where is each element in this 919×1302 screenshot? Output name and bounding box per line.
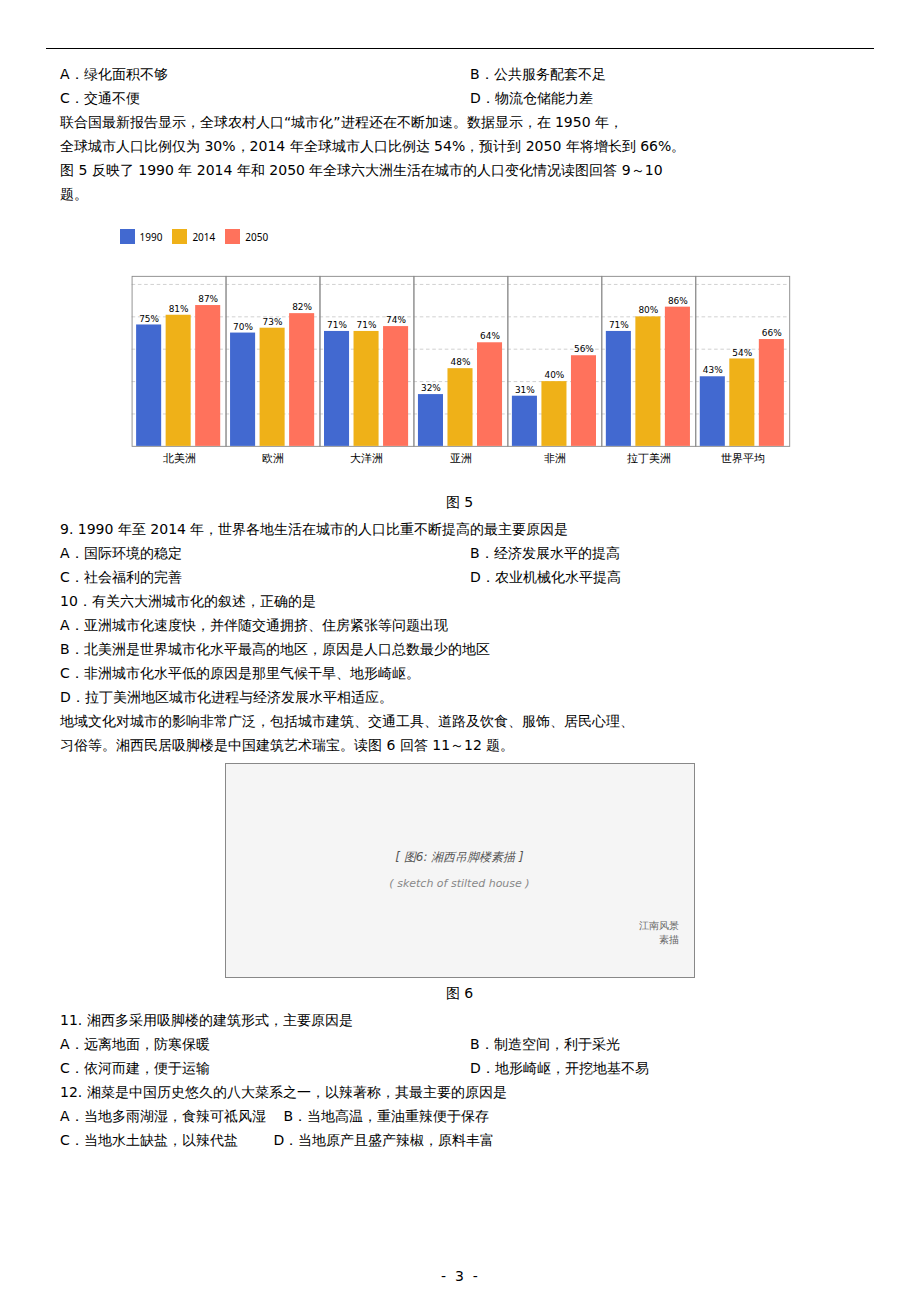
html-text:12. 湘菜是中国历史悠久的八大菜系之一，以辣著称，其最主要: 12. 湘菜是中国历史悠久的八大菜系之一，以辣著称，其最主要的原因是 (60, 1083, 507, 1100)
svg-text:非洲: 非洲 (543, 452, 565, 465)
html-text:B．公共服务配套不足: B．公共服务配套不足 (470, 66, 606, 82)
html-text:11. 湘西多采用吸脚楼的建筑形式，主要原因是: 11. 湘西多采用吸脚楼的建筑形式，主要原因是 (60, 1011, 353, 1028)
svg-text:81%: 81% (168, 304, 188, 314)
svg-text:北美洲: 北美洲 (162, 452, 195, 465)
html-text:[ 图6: 湘西吊脚楼素描 ]: [ 图6: 湘西吊脚楼素描 ] (395, 849, 524, 864)
html-text:2050: 2050 (245, 229, 269, 244)
html-text:习俗等。湘西民居吸脚楼是中国建筑艺术瑞宝。读图 6 回答 1: 习俗等。湘西民居吸脚楼是中国建筑艺术瑞宝。读图 6 回答 11～12 题。 (60, 736, 515, 753)
html-text:C．交通不便: C．交通不便 (60, 90, 140, 106)
html-text:B．经济发展水平的提高: B．经济发展水平的提高 (470, 544, 620, 561)
html-text:1990: 1990 (139, 229, 163, 244)
svg-text:世界平均: 世界平均 (720, 452, 764, 465)
svg-text:71%: 71% (327, 320, 347, 330)
svg-text:82%: 82% (292, 302, 312, 312)
svg-text:亚洲: 亚洲 (449, 452, 471, 465)
html-text:10．有关六大洲城市化的叙述，正确的是: 10．有关六大洲城市化的叙述，正确的是 (60, 592, 316, 609)
svg-text:70%: 70% (233, 322, 253, 332)
svg-text:40%: 40% (544, 370, 564, 380)
svg-text:欧洲: 欧洲 (262, 452, 284, 465)
html-text:A．当地多雨湖湿，食辣可祗风湿 B．当地高温，重油重辣便于保: A．当地多雨湖湿，食辣可祗风湿 B．当地高温，重油重辣便于保存 (60, 1107, 489, 1124)
html-text:2014: 2014 (192, 229, 216, 244)
svg-text:87%: 87% (198, 294, 218, 304)
html-text:C．社会福利的完善: C．社会福利的完善 (60, 568, 182, 585)
svg-text:73%: 73% (262, 317, 282, 327)
html-text:A．亚洲城市化速度快，并伴随交通拥挤、住房紧张等问题出现: A．亚洲城市化速度快，并伴随交通拥挤、住房紧张等问题出现 (60, 616, 448, 633)
html-text:全球城市人口比例仅为 30%，2014 年全球城市人口比例达: 全球城市人口比例仅为 30%，2014 年全球城市人口比例达 54%，预计到 2… (60, 138, 686, 154)
html-text:C．非洲城市化水平低的原因是那里气候干旱、地形崎岖。: C．非洲城市化水平低的原因是那里气候干旱、地形崎岖。 (60, 664, 420, 681)
html-text:A．绿化面积不够: A．绿化面积不够 (60, 66, 168, 82)
svg-text:66%: 66% (761, 328, 781, 338)
html-text:9. 1990 年至 2014 年，世界各地生活在城市的人口: 9. 1990 年至 2014 年，世界各地生活在城市的人口比重不断提高的最主要… (60, 520, 569, 537)
html-text:D．拉丁美洲地区城市化进程与经济发展水平相适应。: D．拉丁美洲地区城市化进程与经济发展水平相适应。 (60, 688, 393, 705)
svg-text:32%: 32% (420, 383, 440, 393)
svg-text:54%: 54% (732, 348, 752, 358)
html-text:A．国际环境的稳定: A．国际环境的稳定 (60, 544, 182, 561)
html-text:D．地形崎岖，开挖地基不易: D．地形崎岖，开挖地基不易 (470, 1059, 649, 1076)
html-text:D．物流仓储能力差: D．物流仓储能力差 (470, 90, 593, 106)
html-text:联合国最新报告显示，全球农村人口“城市化”进程还在不断加速。: 联合国最新报告显示，全球农村人口“城市化”进程还在不断加速。数据显示，在 195… (60, 114, 623, 130)
html-text:图 5: 图 5 (445, 493, 474, 510)
svg-text:75%: 75% (139, 314, 159, 324)
html-text:D．农业机械化水平提高: D．农业机械化水平提高 (470, 568, 621, 585)
html-text:C．当地水土缺盐，以辣代盐 D．当地原产且盛产辣椒，原料丰富: C．当地水土缺盐，以辣代盐 D．当地原产且盛产辣椒，原料丰富 (60, 1131, 495, 1148)
svg-text:31%: 31% (514, 385, 534, 395)
svg-text:43%: 43% (702, 365, 722, 375)
html-text:题。: 题。 (60, 186, 88, 202)
svg-text:48%: 48% (450, 357, 470, 367)
html-text:图 6: 图 6 (445, 984, 474, 1001)
svg-text:80%: 80% (638, 305, 658, 315)
html-text:( sketch of stilted house ): ( sketch of stilted house ) (389, 876, 530, 890)
svg-text:71%: 71% (356, 320, 376, 330)
svg-text:74%: 74% (386, 315, 406, 325)
html-text:江南风景 素描: 江南风景 素描 (638, 919, 679, 945)
svg-text:86%: 86% (667, 296, 687, 306)
html-text:B．北美洲是世界城市化水平最高的地区，原因是人口总数最少的地: B．北美洲是世界城市化水平最高的地区，原因是人口总数最少的地区 (60, 640, 490, 657)
svg-text:拉丁美洲: 拉丁美洲 (626, 452, 670, 465)
html-text:A．远离地面，防寒保暖: A．远离地面，防寒保暖 (60, 1035, 210, 1052)
html-text:图 5 反映了 1990 年 2014 年和 2050 年全: 图 5 反映了 1990 年 2014 年和 2050 年全球六大洲生活在城市的… (60, 162, 663, 178)
html-text:B．制造空间，利于采光: B．制造空间，利于采光 (470, 1035, 620, 1052)
svg-text:大洋洲: 大洋洲 (350, 452, 383, 465)
html-text:地域文化对城市的影响非常广泛，包括城市建筑、交通工具、道路及: 地域文化对城市的影响非常广泛，包括城市建筑、交通工具、道路及饮食、服饰、居民心理… (60, 712, 634, 729)
svg-text:71%: 71% (608, 320, 628, 330)
svg-text:56%: 56% (573, 344, 593, 354)
html-text:- 3 -: - 3 - (441, 1268, 478, 1284)
svg-text:64%: 64% (480, 331, 500, 341)
html-text:C．依河而建，便于运输: C．依河而建，便于运输 (60, 1059, 210, 1076)
